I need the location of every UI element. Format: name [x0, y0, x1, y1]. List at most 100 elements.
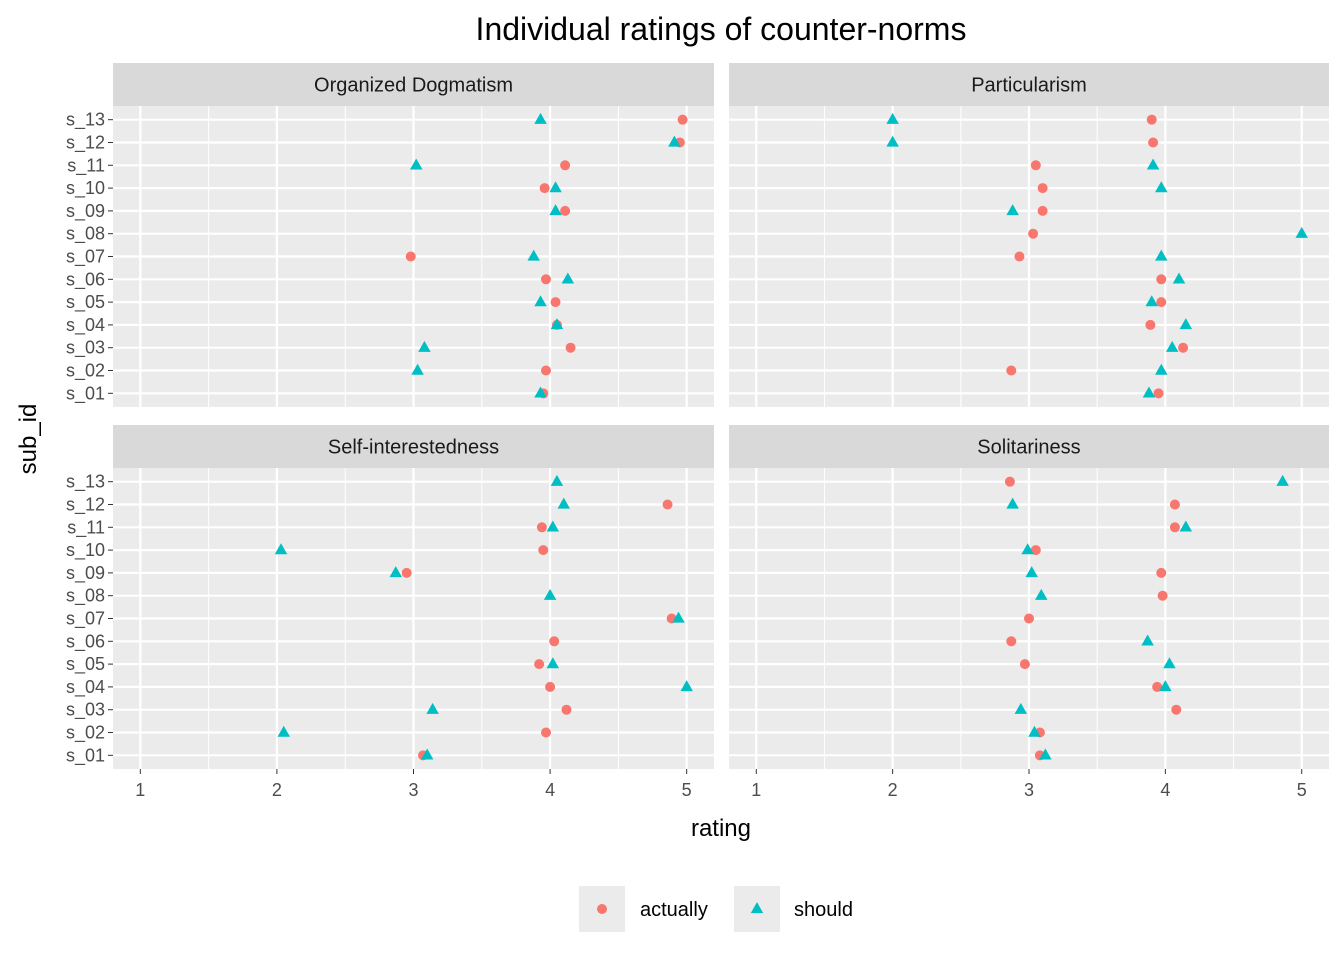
facet-panel-particularism: Particularism — [729, 63, 1329, 407]
y-tick-label: s_09 — [66, 563, 105, 584]
point-actually — [1024, 613, 1034, 624]
y-tick-label: s_05 — [66, 654, 105, 675]
point-actually — [540, 274, 551, 285]
y-tick-label: s_11 — [67, 517, 105, 538]
point-actually — [540, 727, 551, 738]
point-actually — [662, 499, 673, 510]
point-actually — [536, 522, 547, 533]
point-actually — [1019, 659, 1030, 670]
point-should — [527, 249, 540, 261]
point-actually — [1169, 522, 1180, 533]
point-should — [1146, 158, 1160, 170]
point-actually — [560, 160, 571, 171]
point-actually — [405, 251, 416, 262]
point-actually — [550, 297, 561, 308]
y-tick-label: s_02 — [66, 361, 105, 382]
point-should — [418, 340, 431, 352]
y-tick-label: s_01 — [66, 383, 105, 404]
point-should — [409, 158, 423, 170]
point-should — [886, 112, 899, 124]
point-should — [1155, 249, 1168, 261]
y-tick-label: s_05 — [66, 292, 105, 313]
point-should — [534, 112, 547, 124]
point-actually — [1146, 114, 1157, 125]
y-tick-label: s_10 — [66, 540, 105, 561]
point-should — [274, 543, 288, 555]
x-tick-label: 4 — [545, 780, 555, 800]
y-tick-label: s_08 — [66, 224, 105, 245]
point-actually — [1006, 365, 1017, 376]
point-should — [550, 474, 564, 486]
point-should — [534, 295, 547, 307]
point-should — [549, 204, 562, 216]
point-actually — [1156, 567, 1167, 578]
point-should — [1276, 474, 1289, 486]
point-should — [1035, 588, 1048, 600]
point-actually — [401, 567, 412, 578]
point-actually — [1157, 590, 1168, 601]
point-should — [886, 135, 899, 147]
x-tick-label: 2 — [272, 780, 282, 800]
y-tick-label: s_12 — [66, 132, 105, 153]
point-should — [680, 680, 693, 692]
y-tick-label: s_04 — [66, 677, 105, 698]
point-actually — [1153, 388, 1164, 399]
point-should — [1165, 340, 1179, 352]
y-tick-label: s_07 — [66, 609, 105, 630]
facet-strip — [729, 425, 1329, 468]
facet-panel-solitariness: Solitariness 1 2 3 4 5 — [729, 425, 1329, 800]
point-actually — [534, 659, 545, 670]
facet-strip-label: Self-interestedness — [328, 437, 499, 459]
point-actually — [1014, 251, 1025, 262]
point-should — [543, 588, 557, 600]
facet-strip — [113, 63, 714, 106]
point-should — [550, 318, 564, 330]
facet-strip — [729, 63, 1329, 106]
point-actually — [1030, 160, 1041, 171]
point-should — [668, 135, 681, 147]
y-tick-label: s_02 — [66, 723, 105, 744]
x-tick-label: 4 — [1160, 780, 1170, 800]
x-tick-label: 5 — [682, 780, 692, 800]
facet-strip-label: Particularism — [971, 75, 1087, 97]
point-actually — [565, 342, 576, 353]
facet-strip — [113, 425, 714, 468]
y-tick-label: s_09 — [66, 201, 105, 222]
facet-panel-self-interestedness: Self-interestednesss_01s_02s_03s_04s_05s… — [66, 425, 714, 800]
point-actually — [1169, 499, 1180, 510]
point-actually — [1178, 342, 1189, 353]
y-tick-label: s_13 — [66, 472, 105, 493]
legend: actually should — [579, 886, 853, 932]
point-should — [1142, 386, 1156, 398]
facet-panels: Organized Dogmatisms_01s_02s_03s_04s_05s… — [66, 63, 1329, 800]
point-should — [1039, 748, 1052, 760]
facet-strip-label: Organized Dogmatism — [314, 75, 513, 97]
y-tick-label: s_04 — [66, 315, 105, 336]
y-tick-label: s_06 — [66, 631, 105, 652]
y-tick-label: s_03 — [66, 338, 105, 359]
point-should — [1006, 204, 1019, 216]
point-should — [411, 363, 424, 375]
y-tick-label: s_10 — [66, 178, 105, 199]
legend-label: should — [794, 899, 853, 921]
point-should — [1155, 363, 1168, 375]
legend-label: actually — [640, 899, 708, 921]
y-tick-label: s_07 — [66, 247, 105, 268]
y-axis-title: sub_id — [15, 404, 42, 475]
point-actually — [540, 365, 551, 376]
point-should — [1295, 226, 1308, 238]
y-tick-label: s_01 — [66, 745, 105, 766]
point-should — [1014, 702, 1028, 714]
point-actually — [545, 681, 556, 692]
x-tick-label: 2 — [888, 780, 898, 800]
point-actually — [1171, 704, 1182, 715]
point-should — [546, 520, 560, 532]
point-should — [549, 181, 562, 193]
point-actually — [1148, 137, 1159, 148]
point-actually — [1152, 681, 1163, 692]
point-actually — [677, 114, 688, 125]
point-actually — [1028, 228, 1039, 239]
y-tick-label: s_11 — [67, 155, 105, 176]
point-actually — [560, 205, 571, 216]
x-tick-label: 5 — [1297, 780, 1307, 800]
